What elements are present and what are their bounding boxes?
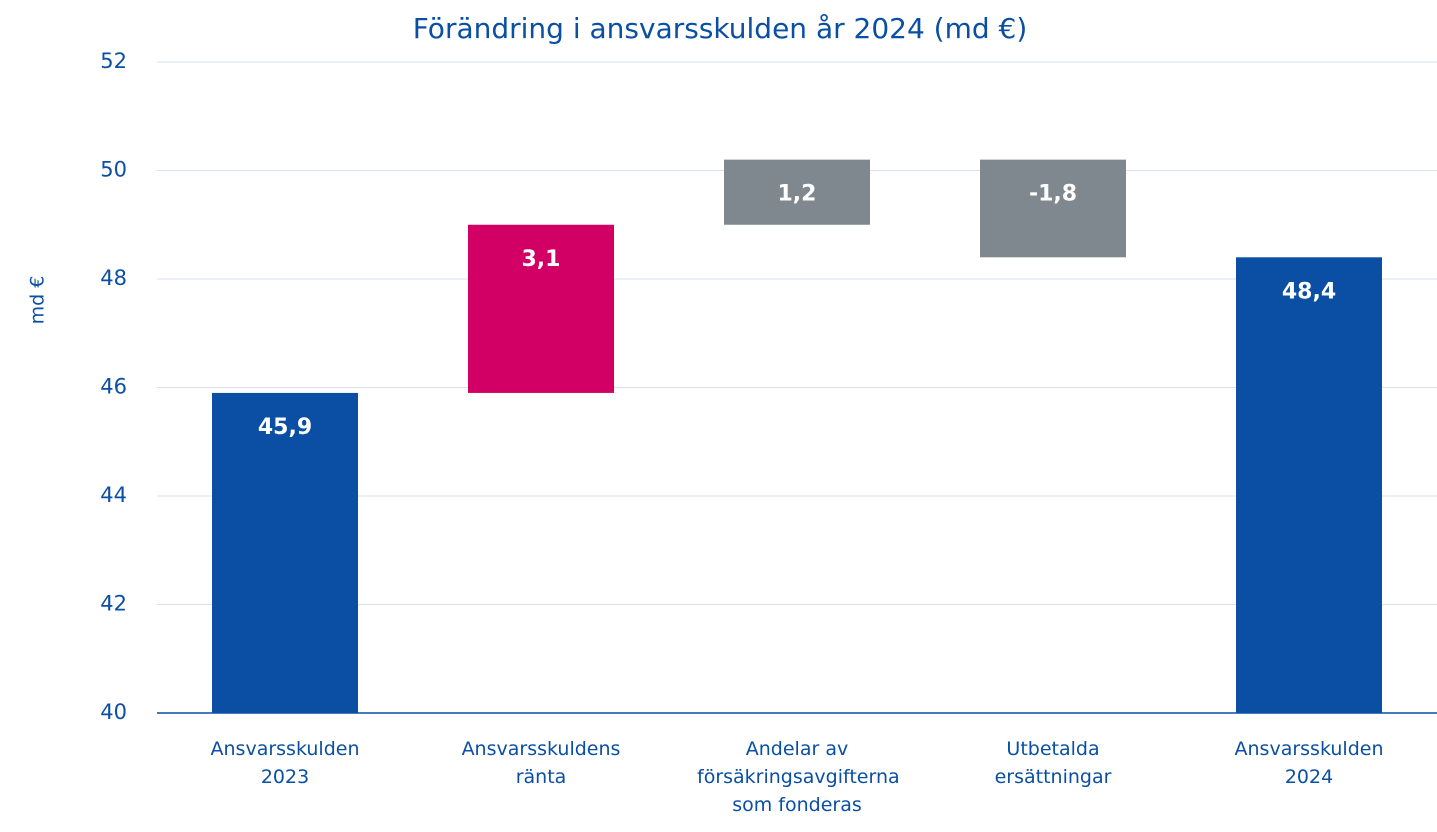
y-tick-label: 50 (100, 158, 127, 182)
y-tick-label: 44 (100, 483, 127, 507)
bar (212, 392, 358, 713)
y-tick-label: 48 (100, 266, 127, 290)
data-label: 3,1 (522, 247, 561, 272)
x-tick-label: Andelar av försäkringsavgifterna som fon… (697, 738, 900, 816)
y-tick-label: 52 (100, 49, 127, 73)
x-tick-label: Ansvarsskuldens ränta (461, 738, 621, 788)
chart-title: Förändring i ansvarsskulden år 2024 (md … (413, 12, 1028, 45)
y-axis-label: md € (27, 276, 49, 325)
data-label: 48,4 (1282, 279, 1336, 304)
y-tick-label: 46 (100, 375, 127, 399)
bar (980, 159, 1126, 258)
data-label: 45,9 (258, 415, 312, 440)
x-tick-label: Utbetalda ersättningar (994, 738, 1112, 788)
y-tick-label: 42 (100, 592, 127, 616)
data-label: 1,2 (778, 182, 817, 207)
bar (468, 224, 614, 393)
y-tick-label: 40 (100, 700, 127, 724)
bar (724, 159, 870, 225)
data-label: -1,8 (1029, 182, 1077, 207)
bar (1236, 257, 1382, 713)
x-tick-label: Ansvarsskulden 2024 (1234, 738, 1384, 788)
x-tick-label: Ansvarsskulden 2023 (210, 738, 360, 788)
